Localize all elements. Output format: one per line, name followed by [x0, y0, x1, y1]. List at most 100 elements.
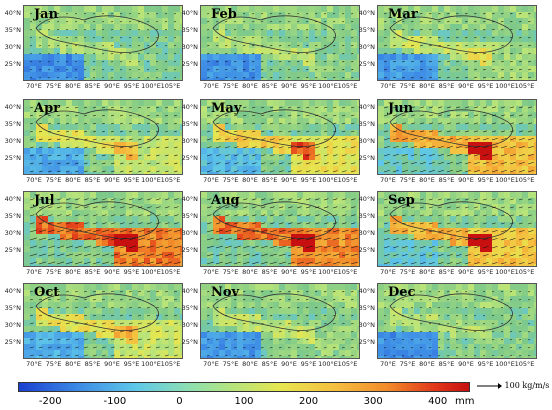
lon-tick: 95°E [477, 176, 494, 184]
lat-tick: 35°N [4, 26, 21, 34]
lon-tick: 75°E [399, 176, 416, 184]
lon-tick: 100°E [141, 360, 161, 368]
lon-tick: 70°E [380, 176, 396, 184]
lat-tick: 30°N [181, 229, 198, 237]
precip-map [378, 100, 536, 174]
lat-tick: 25°N [4, 246, 21, 254]
colorbar-tick: -100 [103, 396, 127, 407]
lat-tick: 25°N [181, 338, 198, 346]
lat-tick: 25°N [181, 60, 198, 68]
plateau-boundary [212, 201, 336, 239]
colorbar-tick: 100 [234, 396, 254, 407]
lon-tick: 95°E [477, 268, 494, 276]
lon-tick: 80°E [65, 82, 81, 90]
plateau-boundary [35, 15, 159, 53]
lon-tick: 95°E [300, 268, 317, 276]
colorbar [18, 382, 470, 392]
lon-tick: 100°E [318, 360, 338, 368]
plateau-boundary [389, 293, 513, 331]
lon-tick: 80°E [419, 176, 435, 184]
month-panel: May [200, 99, 360, 175]
lat-tick: 30°N [4, 137, 21, 145]
lon-tick: 95°E [123, 268, 140, 276]
precip-map [24, 6, 182, 80]
lon-tick: 105°E [514, 360, 535, 368]
lon-tick: 80°E [65, 176, 81, 184]
month-panel: Oct [23, 283, 183, 359]
lat-tick: 40°N [358, 9, 375, 17]
precip-map [201, 284, 359, 358]
lon-tick: 90°E [458, 268, 474, 276]
lon-tick: 105°E [514, 82, 535, 90]
lat-tick: 35°N [181, 212, 198, 220]
lon-tick: 100°E [318, 176, 338, 184]
lon-tick: 95°E [477, 82, 494, 90]
colorbar-tick: 300 [363, 396, 383, 407]
lon-tick: 100°E [141, 82, 161, 90]
lon-tick: 90°E [458, 176, 474, 184]
lon-tick: 75°E [399, 360, 416, 368]
lat-tick: 40°N [4, 103, 21, 111]
arrow-icon [477, 383, 502, 389]
lon-tick: 75°E [45, 360, 62, 368]
lon-tick: 100°E [495, 360, 515, 368]
lat-tick: 25°N [4, 338, 21, 346]
lon-tick: 85°E [438, 82, 455, 90]
lon-tick: 75°E [45, 176, 62, 184]
lon-tick: 70°E [26, 176, 42, 184]
lon-tick: 105°E [160, 176, 181, 184]
lon-tick: 95°E [123, 176, 140, 184]
lon-tick: 85°E [84, 268, 101, 276]
plateau-boundary [212, 109, 336, 147]
lon-tick: 70°E [203, 360, 219, 368]
lon-tick: 105°E [337, 268, 358, 276]
lon-tick: 95°E [300, 360, 317, 368]
lat-tick: 30°N [181, 137, 198, 145]
lon-tick: 85°E [261, 360, 278, 368]
lon-tick: 95°E [123, 82, 140, 90]
lat-tick: 40°N [4, 9, 21, 17]
month-label: Jun [388, 101, 414, 116]
lon-tick: 90°E [458, 360, 474, 368]
lon-tick: 75°E [222, 360, 239, 368]
lon-tick: 80°E [242, 268, 258, 276]
lat-tick: 40°N [358, 287, 375, 295]
lat-tick: 30°N [4, 229, 21, 237]
lon-tick: 95°E [123, 360, 140, 368]
lon-tick: 80°E [65, 360, 81, 368]
month-panel: Sep [377, 191, 537, 267]
lat-tick: 25°N [358, 154, 375, 162]
month-label: Feb [211, 7, 237, 22]
lon-tick: 90°E [281, 82, 297, 90]
lon-tick: 90°E [281, 360, 297, 368]
lon-tick: 80°E [419, 268, 435, 276]
plateau-boundary [212, 293, 336, 331]
plateau-boundary [35, 201, 159, 239]
lat-tick: 30°N [181, 43, 198, 51]
lon-tick: 80°E [419, 82, 435, 90]
month-label: Nov [211, 285, 240, 300]
month-label: Mar [388, 7, 418, 22]
lon-tick: 75°E [399, 82, 416, 90]
lat-tick: 30°N [358, 137, 375, 145]
colorbar-tick: 200 [299, 396, 319, 407]
precip-map [201, 100, 359, 174]
lon-tick: 105°E [514, 268, 535, 276]
lon-tick: 105°E [337, 82, 358, 90]
precip-map [378, 284, 536, 358]
lat-tick: 40°N [4, 195, 21, 203]
lon-tick: 95°E [300, 82, 317, 90]
lon-tick: 75°E [222, 176, 239, 184]
lon-tick: 100°E [318, 82, 338, 90]
lon-tick: 90°E [458, 82, 474, 90]
lon-tick: 85°E [84, 176, 101, 184]
colorbar-tick: -200 [38, 396, 62, 407]
month-panel: Jun [377, 99, 537, 175]
lat-tick: 35°N [181, 26, 198, 34]
lon-tick: 85°E [261, 82, 278, 90]
lon-tick: 90°E [281, 176, 297, 184]
month-label: Jan [34, 7, 59, 22]
month-panel: Mar [377, 5, 537, 81]
lon-tick: 95°E [477, 360, 494, 368]
lat-tick: 40°N [181, 103, 198, 111]
